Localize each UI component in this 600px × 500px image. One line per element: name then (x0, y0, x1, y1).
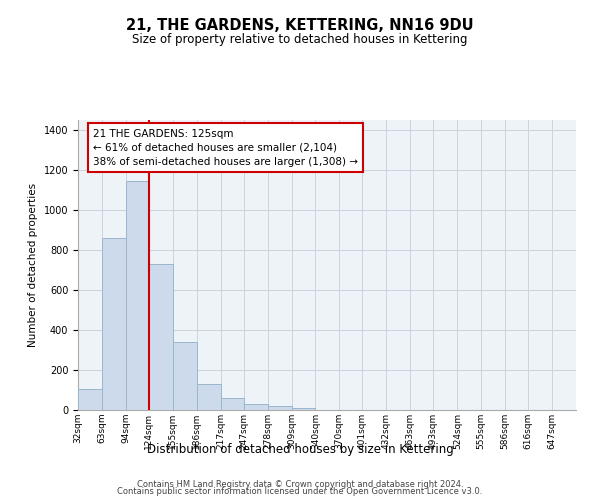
Text: 21 THE GARDENS: 125sqm
← 61% of detached houses are smaller (2,104)
38% of semi-: 21 THE GARDENS: 125sqm ← 61% of detached… (93, 128, 358, 166)
Bar (102, 238, 126, 410)
Bar (173, 342, 197, 410)
Bar (268, 406, 292, 410)
Text: Contains public sector information licensed under the Open Government Licence v3: Contains public sector information licen… (118, 488, 482, 496)
Bar (149, 264, 173, 410)
Bar (126, 182, 149, 410)
Text: Distribution of detached houses by size in Kettering: Distribution of detached houses by size … (146, 442, 454, 456)
Bar (221, 398, 244, 410)
Bar (78, 388, 102, 410)
Bar (292, 408, 316, 410)
Text: Contains HM Land Registry data © Crown copyright and database right 2024.: Contains HM Land Registry data © Crown c… (137, 480, 463, 489)
Text: 21, THE GARDENS, KETTERING, NN16 9DU: 21, THE GARDENS, KETTERING, NN16 9DU (126, 18, 474, 32)
Y-axis label: Number of detached properties: Number of detached properties (28, 183, 38, 347)
Bar (244, 404, 268, 410)
Text: Size of property relative to detached houses in Kettering: Size of property relative to detached ho… (132, 32, 468, 46)
Bar (197, 384, 221, 410)
